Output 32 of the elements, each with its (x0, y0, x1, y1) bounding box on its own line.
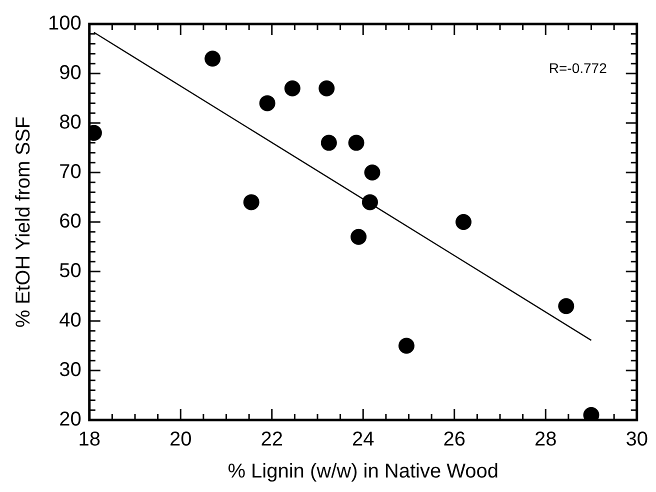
x-tick-label: 20 (169, 428, 192, 451)
x-axis-title: % Lignin (w/w) in Native Wood (228, 460, 499, 483)
x-tick-label: 28 (534, 428, 557, 451)
point (318, 80, 335, 96)
point (456, 214, 472, 230)
y-axis-title: % EtOH Yield from SSF (12, 116, 35, 328)
point (350, 228, 367, 245)
point (362, 194, 378, 210)
point (243, 194, 260, 210)
y-tick-label: 80 (59, 112, 82, 134)
point (348, 134, 364, 151)
point (558, 298, 574, 314)
x-tick-label: 30 (626, 428, 648, 451)
y-tick-label: 90 (59, 62, 82, 84)
x-tick-label: 22 (260, 428, 283, 451)
point (320, 134, 337, 151)
x-tick-label: 18 (78, 428, 100, 451)
y-tick-label: 100 (48, 12, 82, 35)
point (204, 50, 221, 67)
y-tick-label: 40 (59, 310, 82, 332)
y-tick-label: 30 (59, 359, 82, 382)
y-tick-label: 50 (59, 260, 82, 282)
x-tick-label: 26 (443, 428, 466, 451)
annotation: R=-0.772 (548, 60, 608, 76)
y-tick-label: 20 (59, 408, 82, 431)
y-tick-label: 70 (59, 161, 82, 184)
point (364, 164, 380, 180)
y-tick-label: 60 (59, 210, 82, 233)
x-tick-label: 24 (352, 428, 374, 451)
point (259, 95, 276, 112)
point (398, 338, 414, 354)
point (284, 80, 300, 96)
